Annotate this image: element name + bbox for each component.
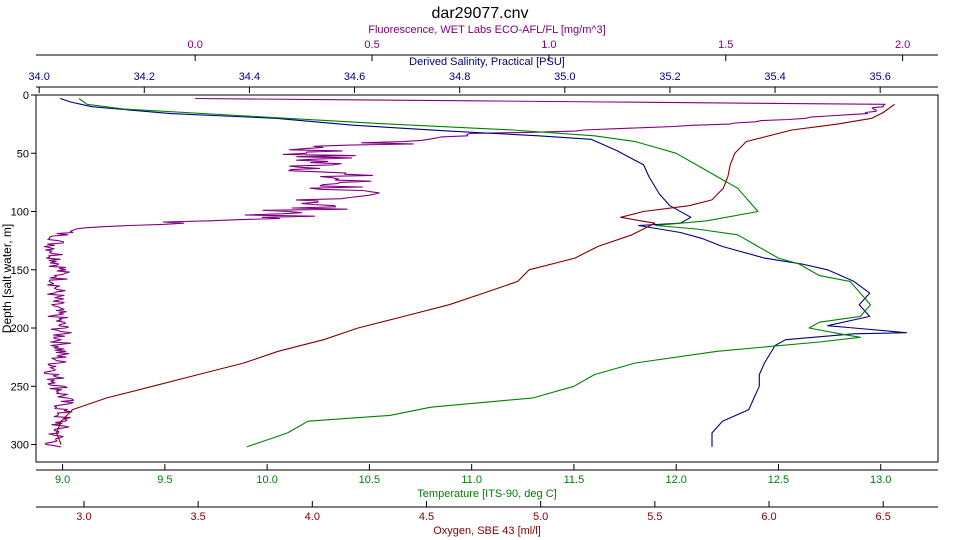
fluorescence-axis-label: Fluorescence, WET Labs ECO-AFL/FL [mg/m^… xyxy=(368,24,605,36)
salinity-tick-label: 35.2 xyxy=(659,71,680,83)
salinity-tick-label: 35.0 xyxy=(554,71,575,83)
temperature-tick-label: 12.0 xyxy=(665,474,686,486)
temperature-axis-label: Temperature [ITS-90, deg C] xyxy=(417,488,556,500)
salinity-tick-label: 34.4 xyxy=(239,71,260,83)
oxygen-tick-label: 5.5 xyxy=(647,511,662,523)
y-tick-label: 300 xyxy=(11,440,29,452)
y-tick-label: 250 xyxy=(11,381,29,393)
fluorescence-tick-label: 0.5 xyxy=(364,39,379,51)
oxygen-tick-label: 5.0 xyxy=(533,511,548,523)
oxygen-tick-label: 3.5 xyxy=(190,511,205,523)
salinity-tick-label: 34.0 xyxy=(28,71,49,83)
fluorescence-tick-label: 2.0 xyxy=(895,39,910,51)
fluorescence-profile-line xyxy=(43,97,886,448)
salinity-profile-line xyxy=(60,97,908,447)
oxygen-tick-label: 4.0 xyxy=(305,511,320,523)
temperature-tick-label: 10.0 xyxy=(256,474,277,486)
salinity-tick-label: 35.4 xyxy=(764,71,785,83)
salinity-tick-label: 35.6 xyxy=(869,71,890,83)
oxygen-tick-label: 4.5 xyxy=(419,511,434,523)
chart-title: dar29077.cnv xyxy=(432,5,529,22)
temperature-profile-line xyxy=(78,98,872,448)
axes: 0 50 100 150 200 250 300 Depth [salt water, m] 0… xyxy=(0,24,938,537)
y-tick-label: 50 xyxy=(17,148,29,160)
data-series xyxy=(43,97,908,448)
temperature-tick-label: 11.5 xyxy=(564,474,585,486)
oxygen-tick-label: 3.0 xyxy=(76,511,91,523)
temperature-tick-label: 9.0 xyxy=(55,474,70,486)
y-tick-label: 200 xyxy=(11,323,29,335)
salinity-tick-label: 34.6 xyxy=(344,71,365,83)
salinity-axis-label: Derived Salinity, Practical [PSU] xyxy=(409,56,565,68)
plot-area xyxy=(35,94,939,463)
y-axis-label: Depth [salt water, m] xyxy=(0,224,14,333)
salinity-tick-label: 34.8 xyxy=(449,71,470,83)
oxygen-tick-label: 6.0 xyxy=(761,511,776,523)
temperature-tick-label: 10.5 xyxy=(359,474,380,486)
oxygen-profile-line xyxy=(56,103,895,445)
temperature-tick-label: 12.5 xyxy=(768,474,789,486)
fluorescence-tick-label: 0.0 xyxy=(188,39,203,51)
y-tick-label: 150 xyxy=(11,265,29,277)
oxygen-tick-label: 6.5 xyxy=(876,511,891,523)
oxygen-axis-label: Oxygen, SBE 43 [ml/l] xyxy=(433,525,541,537)
temperature-tick-label: 11.0 xyxy=(461,474,482,486)
y-tick-label: 100 xyxy=(11,207,29,219)
temperature-tick-label: 9.5 xyxy=(157,474,172,486)
y-tick-label: 0 xyxy=(23,90,29,102)
fluorescence-tick-label: 1.0 xyxy=(541,39,556,51)
fluorescence-tick-label: 1.5 xyxy=(718,39,733,51)
temperature-tick-label: 13.0 xyxy=(870,474,891,486)
salinity-tick-label: 34.2 xyxy=(134,71,155,83)
